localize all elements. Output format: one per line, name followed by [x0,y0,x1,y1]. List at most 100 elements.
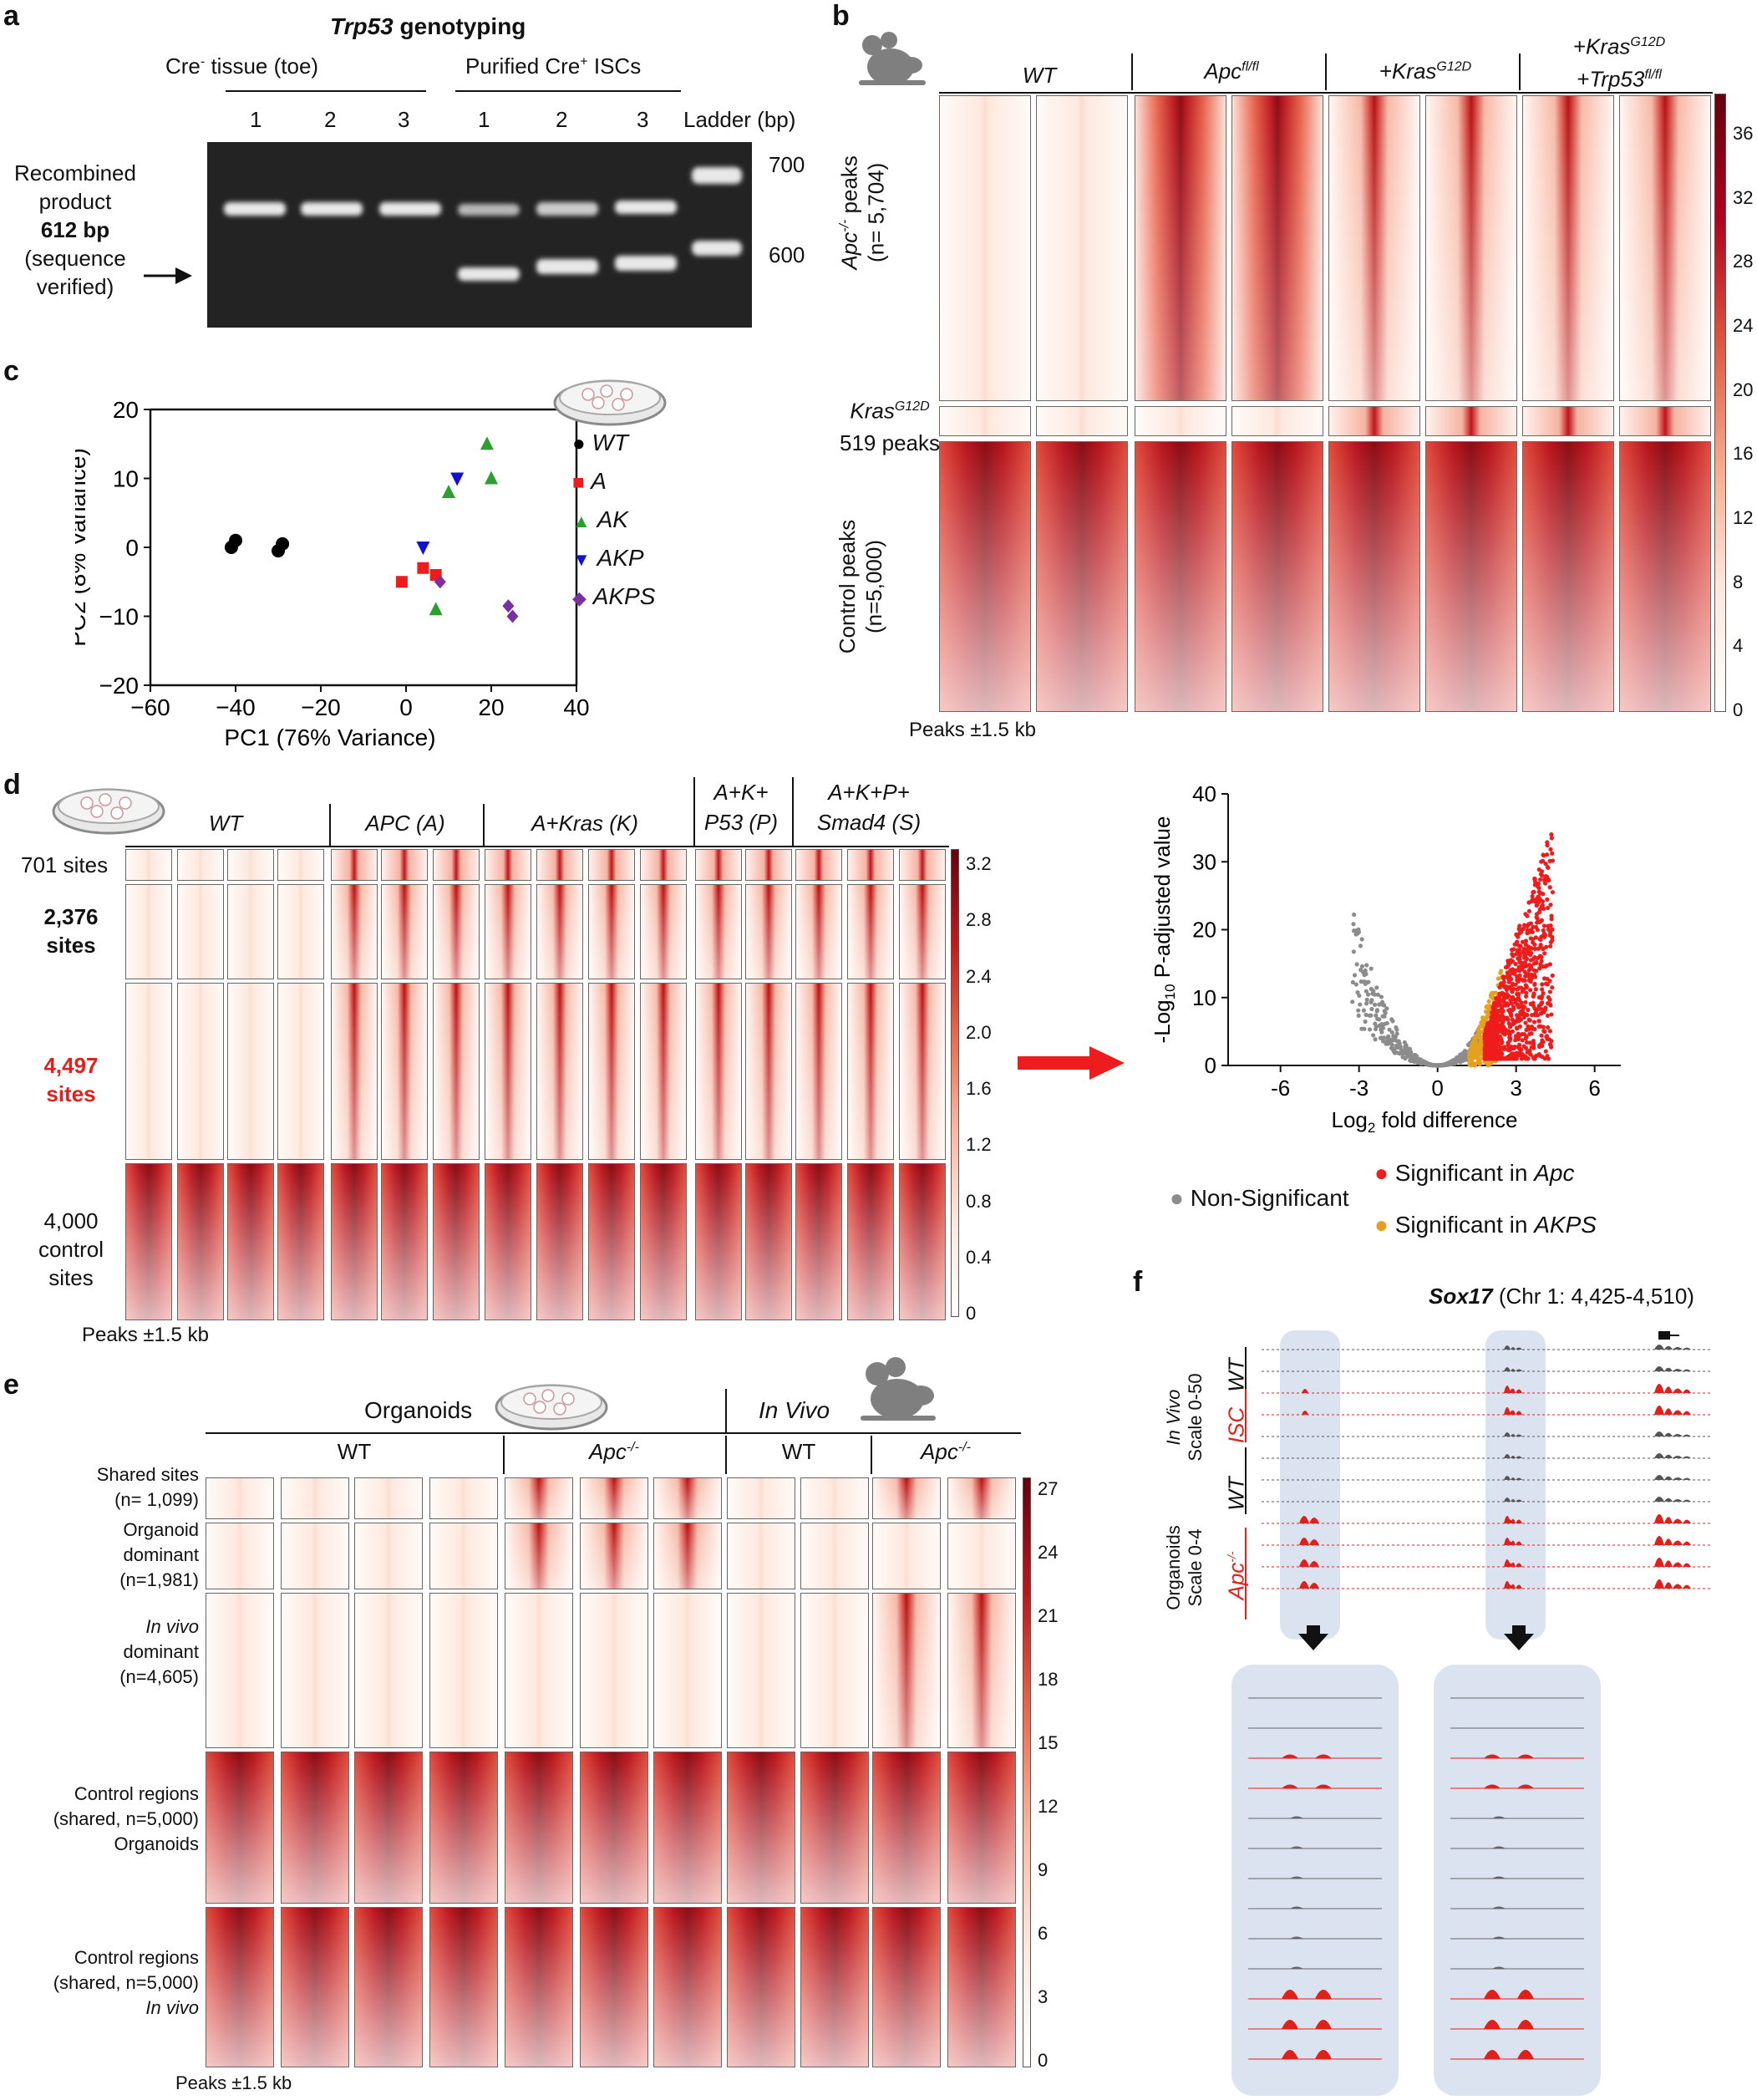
row-label-control-organoids: Control regions (shared, n=5,000) Organoid… [53,1783,199,1854]
volcano-point [1375,1016,1380,1021]
zoom-peak [1315,2020,1332,2029]
volcano-point [1363,1019,1368,1025]
volcano-point [1494,1024,1500,1029]
arrow-right-icon [1018,1046,1125,1080]
track-peak [1299,1559,1319,1567]
volcano-point [1498,1035,1503,1040]
track-peak [1654,1406,1691,1415]
zoom-peak [1484,1754,1501,1758]
heatmap-tile [1522,441,1614,712]
col-divider [871,1436,872,1474]
heatmap-tile [727,1523,795,1589]
volcano-point [1489,1025,1494,1030]
track-bracket [1245,1447,1247,1514]
volcano-point [1550,890,1556,895]
volcano-point [1510,952,1515,957]
gel-band [458,267,520,281]
volcano-point [1358,943,1363,948]
colorbar-tick-label: 24 [1038,1542,1059,1563]
volcano-point [1517,1051,1522,1056]
heatmap-tile [1135,441,1226,712]
heatmap-tile [227,983,274,1160]
volcano-point [1495,998,1500,1004]
heatmap-tile [1619,441,1711,712]
volcano-point [1509,977,1514,982]
volcano-point [1516,951,1522,956]
volcano-point [1482,1048,1487,1053]
volcano-point [1547,1029,1552,1034]
volcano-point [1520,939,1526,944]
heatmap-tile [277,849,324,881]
gel-image [207,142,752,328]
heatmap-tile [580,1907,648,2067]
volcano-point [1372,1002,1378,1007]
volcano-point [1374,985,1379,990]
volcano-point [1543,874,1548,879]
panel-f-label: f [1133,1266,1143,1298]
heatmap-tile [177,1163,224,1320]
volcano-point [1534,915,1539,920]
heatmap-tile [505,1752,573,1904]
col-divider [792,777,794,846]
heatmap-tile [800,1752,869,1904]
heatmap-tile [947,1752,1016,1904]
heatmap-tile [872,1752,941,1904]
heatmap-tile [795,1163,842,1320]
track-peak [1504,1541,1514,1545]
volcano-point [1508,1046,1513,1052]
colorbar-b [1714,94,1726,712]
volcano-point [1373,1026,1379,1032]
volcano-point [1508,958,1514,963]
volcano-point [1541,853,1546,858]
volcano-point [1517,1045,1522,1051]
colorbar-tick-label: 12 [1733,507,1754,528]
col-smad4-d: A+K+P+ Smad4 (S) [816,780,922,835]
col-divider [483,804,485,846]
col-kras-trp53: +KrasG12D +Trp53fl/fl [1572,33,1666,92]
volcano-point [1526,1056,1531,1061]
marker-700: 700 [769,152,805,177]
volcano-point [1358,979,1363,984]
zoom-peak [1290,1876,1303,1879]
volcano-point [1524,1045,1529,1050]
volcano-point [1519,1000,1524,1005]
volcano-point [1547,989,1552,994]
pca-point [450,472,465,486]
track-peak [1504,1367,1522,1371]
track-label-isc: ISC [1223,1406,1249,1444]
volcano-point [1510,1017,1515,1022]
volcano-point [1510,967,1516,972]
heatmap-tile [331,884,378,979]
heatmap-tile [536,849,583,881]
volcano-point [1536,885,1541,891]
pca-point [442,485,455,498]
zoom-peak [1492,1966,1506,1969]
volcano-point [1517,969,1522,974]
volcano-point [1473,1045,1478,1050]
volcano-point [1494,1032,1499,1037]
zoom-peak [1290,1966,1303,1969]
volcano-point [1519,985,1524,990]
volcano-point [1506,1056,1511,1061]
zoom-peak [1517,1784,1534,1788]
volcano-point [1516,926,1521,931]
volcano-point [1539,1000,1544,1005]
volcano-point [1358,968,1363,973]
volcano-point [1419,1059,1424,1064]
colorbar-tick-label: 24 [1733,315,1754,336]
x-tick-label: 3 [1510,1075,1521,1101]
track-peak [1654,1497,1691,1502]
track-peak [1654,1475,1691,1480]
volcano-point [1516,1035,1521,1040]
volcano-point [1541,858,1546,863]
heatmap-tile [588,1163,635,1320]
volcano-point [1389,1045,1394,1050]
row-label-701: 701 sites [21,852,109,877]
arrow-right-icon [144,267,192,284]
volcano-point [1511,1004,1516,1009]
volcano-point [1379,994,1384,999]
heatmap-tile [580,1752,648,1904]
heatmap-tile [580,1477,648,1519]
zoom-peak [1315,1754,1332,1758]
heatmap-tile [505,1523,573,1589]
